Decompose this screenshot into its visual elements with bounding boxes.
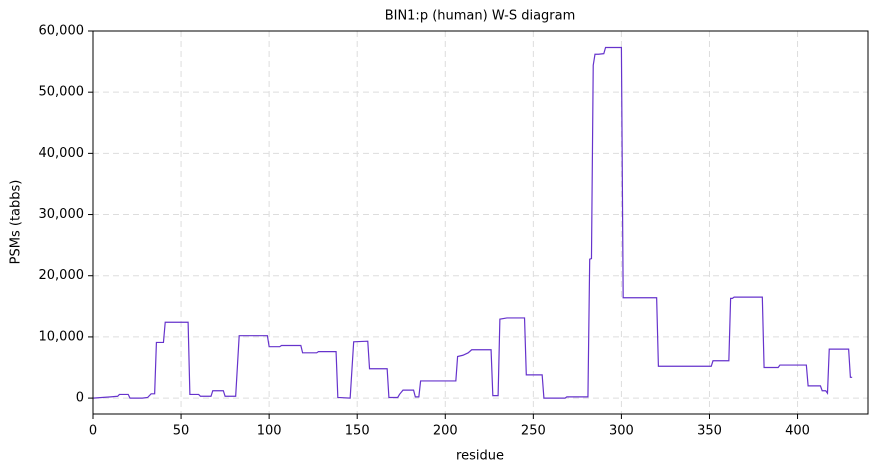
y-tick-label: 60,000 — [39, 24, 85, 39]
y-tick-label: 30,000 — [39, 207, 85, 222]
y-tick-label: 10,000 — [39, 329, 85, 344]
x-axis-label: residue — [456, 449, 504, 464]
x-tick-label: 100 — [257, 424, 282, 439]
data-line — [92, 46, 853, 399]
x-tick-label: 0 — [89, 424, 97, 439]
x-tick-label: 50 — [173, 424, 190, 439]
y-tick-label: 0 — [76, 391, 84, 406]
x-tick-label: 300 — [609, 424, 634, 439]
x-tick-label: 400 — [785, 424, 810, 439]
x-tick-label: 200 — [433, 424, 458, 439]
x-tick-label: 350 — [697, 424, 722, 439]
chart-title: BIN1:p (human) W-S diagram — [385, 9, 576, 24]
y-tick-label: 20,000 — [39, 268, 85, 283]
y-axis-label: PSMs (tabbs) — [9, 180, 24, 265]
x-tick-label: 150 — [345, 424, 370, 439]
plot-frame — [92, 30, 869, 415]
y-tick-label: 40,000 — [39, 146, 85, 161]
x-tick-label: 250 — [521, 424, 546, 439]
y-tick-label: 50,000 — [39, 85, 85, 100]
